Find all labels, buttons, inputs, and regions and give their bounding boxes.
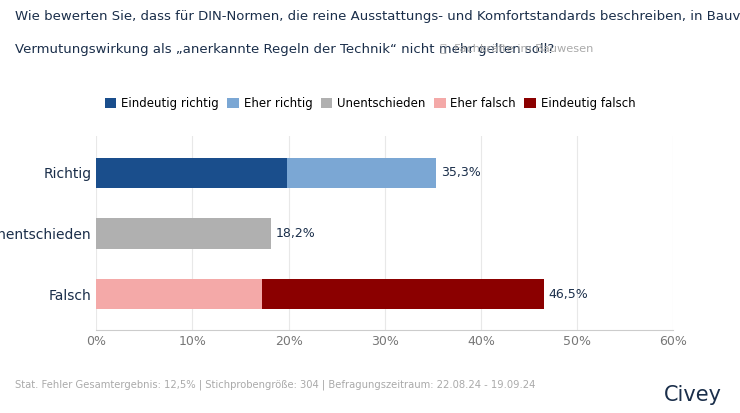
- Text: ⓘ  Fachkräfte im Bauwesen: ⓘ Fachkräfte im Bauwesen: [440, 43, 593, 53]
- Bar: [96, 218, 272, 249]
- Text: 18,2%: 18,2%: [276, 227, 316, 240]
- Bar: [262, 279, 543, 309]
- Text: Wie bewerten Sie, dass für DIN-Normen, die reine Ausstattungs- und Komfortstanda: Wie bewerten Sie, dass für DIN-Normen, d…: [15, 10, 740, 23]
- Bar: [96, 157, 286, 188]
- Text: Civey: Civey: [664, 385, 722, 405]
- Legend: Eindeutig richtig, Eher richtig, Unentschieden, Eher falsch, Eindeutig falsch: Eindeutig richtig, Eher richtig, Unentsc…: [104, 97, 636, 110]
- Text: 46,5%: 46,5%: [548, 287, 588, 301]
- Bar: [286, 157, 436, 188]
- Text: Vermutungswirkung als „anerkannte Regeln der Technik“ nicht mehr gelten soll?: Vermutungswirkung als „anerkannte Regeln…: [15, 43, 554, 56]
- Text: 35,3%: 35,3%: [440, 166, 480, 179]
- Text: Stat. Fehler Gesamtergebnis: 12,5% | Stichprobengröße: 304 | Befragungszeitraum:: Stat. Fehler Gesamtergebnis: 12,5% | Sti…: [15, 380, 535, 390]
- Bar: [96, 279, 262, 309]
